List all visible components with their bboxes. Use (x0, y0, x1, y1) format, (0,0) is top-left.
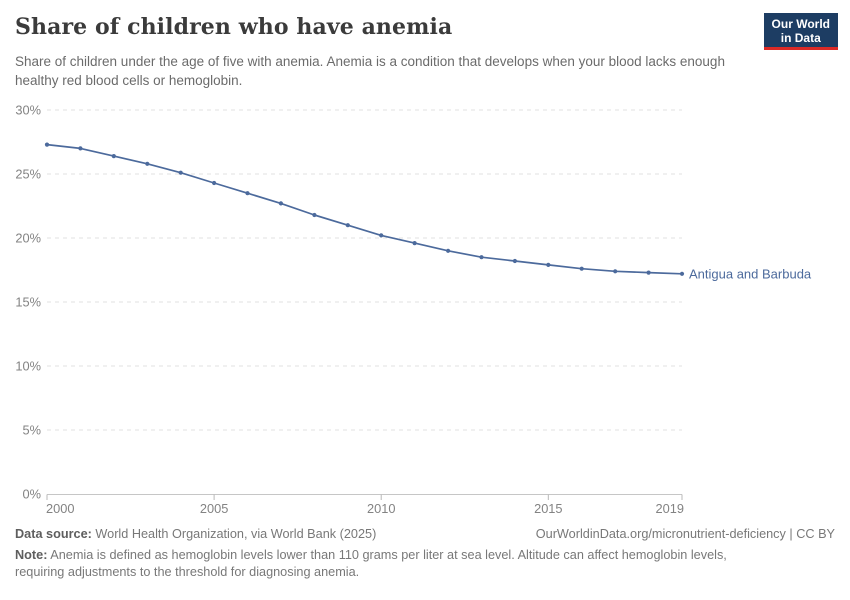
data-source: Data source: World Health Organization, … (15, 527, 376, 541)
x-tick-label: 2015 (534, 501, 562, 516)
data-point (479, 255, 484, 260)
data-point (245, 191, 250, 196)
data-point (312, 212, 317, 218)
footer-row: Data source: World Health Organization, … (15, 527, 835, 541)
attribution-link[interactable]: OurWorldinData.org/micronutrient-deficie… (535, 527, 835, 541)
data-point (145, 161, 150, 166)
chart-title: Share of children who have anemia (15, 14, 453, 40)
y-tick-label: 20% (15, 231, 41, 246)
y-tick-label: 25% (15, 167, 41, 182)
data-point (44, 142, 50, 147)
owid-logo-line2: in Data (780, 31, 821, 45)
x-tick-label: 2010 (367, 501, 395, 516)
owid-logo[interactable]: Our World in Data (763, 13, 838, 50)
data-point (613, 269, 618, 274)
data-point (512, 258, 518, 264)
data-line (46, 143, 683, 275)
owid-logo-line1: Our World (771, 17, 830, 31)
x-tick-label: 2000 (46, 501, 74, 516)
note-text: Anemia is defined as hemoglobin levels l… (15, 548, 727, 579)
y-tick-label: 15% (15, 295, 41, 310)
data-point (111, 154, 116, 159)
data-point (646, 270, 651, 275)
y-tick-label: 0% (23, 487, 42, 502)
data-point (546, 262, 551, 267)
series-end-label[interactable]: Antigua and Barbuda (689, 266, 812, 281)
y-tick-label: 5% (23, 423, 42, 438)
data-point (579, 266, 584, 271)
data-point (178, 170, 183, 175)
data-point (679, 271, 685, 276)
data-point (278, 201, 283, 206)
data-point (345, 223, 350, 228)
data-source-text: World Health Organization, via World Ban… (95, 527, 377, 541)
data-point (446, 248, 451, 253)
x-tick-label: 2005 (200, 501, 228, 516)
y-tick-label: 10% (15, 359, 41, 374)
data-point (212, 180, 217, 186)
data-point (78, 146, 83, 151)
chart-subtitle: Share of children under the age of five … (15, 54, 725, 88)
y-tick-label: 30% (15, 103, 41, 118)
x-tick-label: 2019 (656, 501, 684, 516)
data-point (379, 233, 384, 238)
note-label: Note: (15, 548, 48, 562)
data-point (412, 241, 417, 246)
data-source-label: Data source: (15, 527, 92, 541)
chart-note: Note: Anemia is defined as hemoglobin le… (15, 547, 777, 581)
